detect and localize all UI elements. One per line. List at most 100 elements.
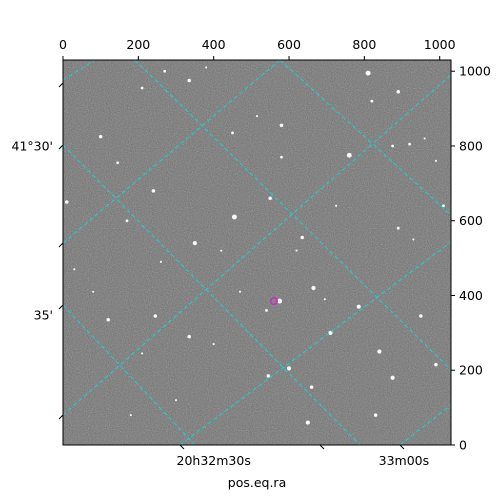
star-point — [268, 196, 272, 201]
star-point — [365, 70, 371, 76]
dec-tick-mark — [58, 144, 64, 150]
star-point — [125, 219, 129, 223]
grid-line — [279, 60, 451, 216]
star-point — [280, 155, 283, 159]
ra-tick-label: 33m00s — [379, 453, 430, 468]
star-point — [151, 189, 156, 193]
star-point — [141, 352, 144, 355]
star-point — [106, 318, 110, 322]
ra-tick-mark — [179, 444, 185, 450]
star-point — [92, 290, 95, 293]
grid-line — [63, 60, 96, 81]
x-tick-label: 600 — [277, 37, 301, 52]
y-tick-label: 1000 — [459, 64, 491, 79]
y-tick-label: 0 — [459, 438, 467, 453]
y-tick-label: 600 — [459, 213, 483, 228]
star-point — [356, 304, 361, 309]
star-point — [412, 238, 415, 241]
star-point — [335, 204, 338, 207]
ra-tick-mark — [319, 444, 325, 450]
x-tick-label: 1000 — [424, 37, 456, 52]
star-point — [295, 249, 298, 252]
x-tick-label: 0 — [59, 37, 67, 52]
star-point — [346, 152, 352, 158]
star-point — [391, 144, 395, 148]
x-tick-label: 400 — [202, 37, 226, 52]
plot-area — [63, 60, 451, 445]
star-point — [311, 285, 316, 291]
star-point — [286, 366, 292, 371]
star-point — [255, 115, 259, 118]
star-point — [116, 161, 120, 165]
y-tick-label: 800 — [459, 138, 483, 153]
star-point — [279, 123, 284, 128]
star-point — [265, 309, 268, 312]
star-point — [174, 399, 178, 402]
star-point — [153, 314, 158, 318]
star-point — [65, 200, 69, 204]
star-point — [305, 420, 310, 425]
dec-tick-label: 35' — [34, 307, 53, 322]
star-point — [187, 78, 191, 83]
dec-tick-mark — [58, 414, 64, 420]
target-marker — [269, 297, 278, 306]
ra-tick-label: 20h32m30s — [177, 453, 251, 468]
ra-tick-mark — [399, 444, 405, 450]
x-axis-title: pos.eq.ra — [228, 475, 286, 490]
grid-line — [399, 404, 451, 445]
star-point — [408, 142, 411, 146]
dec-tick-mark — [58, 242, 64, 248]
star-point — [323, 298, 326, 301]
dec-tick-label: 41°30' — [12, 138, 54, 153]
star-point — [277, 298, 283, 304]
star-point — [373, 413, 378, 417]
image-noise — [63, 60, 451, 445]
grid-line — [134, 60, 451, 371]
star-point — [419, 314, 423, 318]
dec-axis: 41°30' 35' — [12, 82, 64, 420]
star-point — [192, 241, 197, 246]
star-point — [159, 260, 162, 263]
star-point — [390, 375, 395, 380]
grid-line — [63, 74, 451, 416]
star-point — [205, 66, 208, 69]
star-point — [73, 268, 76, 271]
ra-axis: 20h32m30s 33m00s — [177, 444, 430, 468]
star-point — [163, 69, 167, 73]
y-tick-label: 200 — [459, 363, 483, 378]
star-point — [396, 90, 401, 94]
y-tick-label: 400 — [459, 288, 483, 303]
star-point — [300, 235, 304, 240]
star-point — [266, 374, 271, 378]
star-point — [212, 343, 215, 346]
dec-tick-mark — [58, 304, 64, 310]
star-point — [231, 214, 237, 220]
dec-tick-mark — [58, 82, 64, 88]
star-point — [231, 131, 234, 135]
star-point — [129, 414, 132, 417]
star-point — [434, 159, 437, 162]
star-point — [98, 134, 103, 139]
star-point — [309, 385, 314, 389]
coordinate-grid — [63, 60, 451, 445]
star-point — [396, 226, 400, 230]
grid-line — [179, 241, 451, 445]
star-point — [187, 334, 191, 339]
star-point — [220, 249, 223, 252]
star-point — [423, 137, 426, 140]
x-tick-label: 200 — [126, 37, 150, 52]
grid-line — [63, 144, 361, 445]
axes-frame — [62, 59, 452, 446]
star-point — [238, 290, 242, 293]
top-pixel-axis: 0 200 400 600 800 1000 — [59, 37, 456, 60]
star-point — [377, 349, 382, 354]
right-pixel-axis: 0 200 400 600 800 1000 — [451, 64, 491, 453]
star-point — [370, 99, 374, 103]
grid-line — [63, 60, 281, 244]
star-point — [442, 204, 445, 208]
star-point — [140, 86, 144, 90]
x-tick-label: 800 — [352, 37, 376, 52]
star-point — [434, 362, 438, 367]
star-layer — [65, 66, 445, 425]
